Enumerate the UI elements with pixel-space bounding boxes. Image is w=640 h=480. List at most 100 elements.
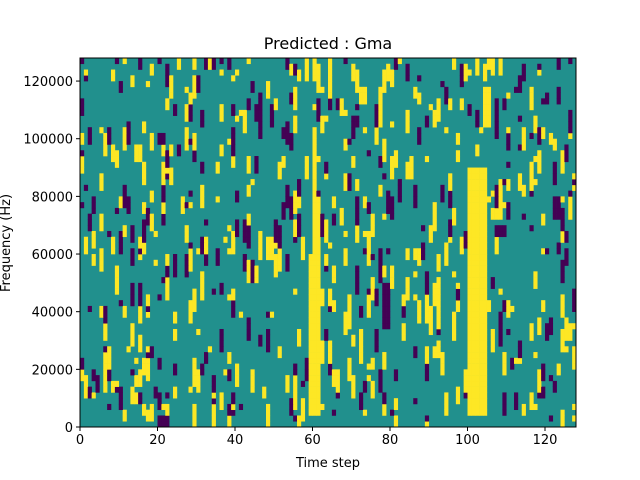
- heatmap-cell-low: [200, 121, 205, 128]
- heatmap-cell-high: [331, 375, 337, 382]
- heatmap-cell-high: [138, 334, 143, 341]
- heatmap-cell-high: [246, 156, 251, 163]
- heatmap-cell-low: [386, 300, 391, 307]
- heatmap-cell-high: [308, 323, 313, 330]
- heatmap-cell-low: [413, 202, 418, 209]
- heatmap-cell-high: [343, 323, 348, 330]
- heatmap-cell-high: [235, 369, 240, 376]
- heatmap-cell-high: [324, 115, 329, 122]
- heatmap-cell-high: [483, 346, 488, 353]
- heatmap-cell-high: [91, 392, 96, 399]
- x-axis: 0 20 40 60 80 100 120: [76, 427, 557, 448]
- heatmap-cell-high: [355, 179, 360, 186]
- heatmap-cell-high: [165, 277, 170, 284]
- heatmap-cell-low: [157, 132, 162, 140]
- heatmap-cell-high: [479, 184, 484, 191]
- heatmap-cell-high: [142, 127, 147, 134]
- heatmap-cell-high: [370, 277, 375, 284]
- heatmap-cell-high: [316, 248, 321, 255]
- heatmap-cell-low: [258, 132, 263, 140]
- heatmap-cell-high: [467, 311, 472, 318]
- heatmap-cell-high: [308, 288, 313, 295]
- heatmap-cell-high: [424, 357, 430, 364]
- heatmap-cell-high: [192, 380, 197, 387]
- heatmap-cell-low: [231, 305, 236, 312]
- heatmap-cell-high: [498, 196, 503, 203]
- heatmap-cell-high: [498, 288, 503, 295]
- heatmap-cell-high: [184, 138, 189, 145]
- heatmap-cell-high: [339, 109, 344, 116]
- heatmap-cell-high: [122, 311, 127, 318]
- heatmap-cell-high: [91, 242, 96, 249]
- heatmap-cell-low: [320, 213, 325, 220]
- heatmap-cell-high: [312, 375, 317, 382]
- heatmap-cell-low: [107, 132, 112, 140]
- heatmap-cell-high: [114, 156, 120, 163]
- heatmap-cell-high: [149, 196, 154, 203]
- heatmap-cell-high: [471, 259, 476, 266]
- heatmap-cell-high: [83, 242, 89, 249]
- heatmap-cell-high: [111, 242, 116, 249]
- heatmap-cell-low: [335, 98, 340, 105]
- heatmap-cell-high: [537, 369, 542, 376]
- heatmap-cell-high: [347, 300, 352, 307]
- heatmap-cell-high: [370, 386, 375, 393]
- heatmap-cell-high: [316, 265, 321, 272]
- heatmap-cell-high: [370, 363, 375, 370]
- heatmap-cell-high: [374, 127, 379, 134]
- heatmap-cell-low: [545, 323, 550, 330]
- heatmap-cell-low: [359, 403, 364, 411]
- heatmap-cell-high: [351, 375, 356, 382]
- heatmap-cell-high: [192, 409, 197, 416]
- heatmap-cell-low: [560, 259, 565, 266]
- heatmap-cell-high: [560, 346, 565, 353]
- heatmap-cell-high: [308, 300, 313, 307]
- heatmap-cell-high: [471, 346, 476, 353]
- heatmap-cell-high: [483, 334, 488, 341]
- heatmap-cell-high: [312, 144, 317, 151]
- heatmap-cell-high: [537, 380, 542, 387]
- heatmap-cell-high: [300, 403, 306, 411]
- heatmap-cell-high: [312, 403, 317, 411]
- heatmap-cell-high: [483, 380, 488, 387]
- heatmap-cell-high: [436, 282, 441, 289]
- heatmap-cell-high: [436, 115, 441, 122]
- heatmap-cell-low: [316, 104, 321, 111]
- heatmap-cell-high: [293, 380, 298, 387]
- heatmap-cell-high: [184, 127, 189, 134]
- heatmap-cell-high: [83, 375, 89, 382]
- heatmap-cell-high: [165, 288, 170, 295]
- heatmap-cell-low: [498, 311, 503, 318]
- heatmap-cell-low: [564, 259, 569, 266]
- heatmap-cell-low: [246, 225, 251, 232]
- heatmap-cell-high: [483, 196, 488, 203]
- heatmap-cell-high: [316, 409, 321, 416]
- heatmap-cell-low: [560, 277, 565, 284]
- heatmap-cell-low: [374, 300, 379, 307]
- heatmap-cell-high: [479, 352, 484, 359]
- heatmap-cell-high: [308, 305, 313, 312]
- heatmap-cell-low: [138, 63, 143, 70]
- heatmap-cell-high: [277, 346, 282, 353]
- heatmap-cell-high: [266, 409, 271, 416]
- heatmap-cell-high: [483, 242, 488, 249]
- heatmap-cell-high: [502, 369, 507, 376]
- heatmap-cell-high: [455, 386, 461, 393]
- heatmap-cell-low: [254, 161, 259, 168]
- heatmap-cell-high: [192, 81, 197, 88]
- heatmap-cell-high: [467, 386, 472, 393]
- heatmap-cell-high: [312, 254, 317, 261]
- heatmap-cell-low: [320, 225, 325, 232]
- heatmap-cell-low: [413, 352, 418, 359]
- heatmap-cell-high: [200, 184, 205, 191]
- heatmap-cell-high: [331, 305, 337, 312]
- heatmap-cell-high: [475, 311, 480, 318]
- heatmap-cell-high: [452, 311, 457, 318]
- heatmap-cell-low: [157, 138, 162, 145]
- heatmap-cell-low: [378, 156, 383, 163]
- heatmap-cell-low: [289, 207, 294, 214]
- heatmap-cell-high: [308, 277, 313, 284]
- heatmap-cell-high: [506, 184, 511, 191]
- heatmap-cell-high: [254, 265, 259, 272]
- heatmap-cell-high: [347, 305, 352, 312]
